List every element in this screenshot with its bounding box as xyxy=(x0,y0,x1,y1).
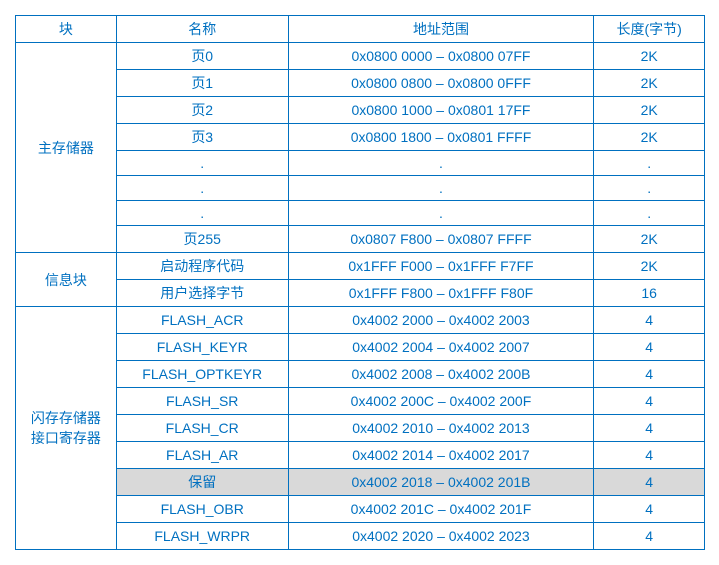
cell-name: 保留 xyxy=(116,469,288,496)
table-row: FLASH_OPTKEYR0x4002 2008 – 0x4002 200B4 xyxy=(16,361,705,388)
table-row: FLASH_CR0x4002 2010 – 0x4002 20134 xyxy=(16,415,705,442)
table-row: FLASH_KEYR0x4002 2004 – 0x4002 20074 xyxy=(16,334,705,361)
cell-name: 页0 xyxy=(116,43,288,70)
table-row: FLASH_SR0x4002 200C – 0x4002 200F4 xyxy=(16,388,705,415)
table-row: FLASH_OBR0x4002 201C – 0x4002 201F4 xyxy=(16,496,705,523)
cell-addr: 0x4002 2014 – 0x4002 2017 xyxy=(288,442,594,469)
table-row: 用户选择字节0x1FFF F800 – 0x1FFF F80F16 xyxy=(16,280,705,307)
cell-name: 页1 xyxy=(116,70,288,97)
cell-addr: . xyxy=(288,151,594,176)
cell-len: 2K xyxy=(594,124,705,151)
cell-len: 4 xyxy=(594,415,705,442)
cell-len: . xyxy=(594,176,705,201)
table-row: ... xyxy=(16,151,705,176)
table-row: 保留0x4002 2018 – 0x4002 201B4 xyxy=(16,469,705,496)
cell-addr: 0x4002 2008 – 0x4002 200B xyxy=(288,361,594,388)
cell-name: FLASH_SR xyxy=(116,388,288,415)
table-row: FLASH_WRPR0x4002 2020 – 0x4002 20234 xyxy=(16,523,705,550)
table-row: 信息块启动程序代码0x1FFF F000 – 0x1FFF F7FF2K xyxy=(16,253,705,280)
cell-addr: 0x4002 2004 – 0x4002 2007 xyxy=(288,334,594,361)
table-row: 页10x0800 0800 – 0x0800 0FFF2K xyxy=(16,70,705,97)
cell-name: . xyxy=(116,151,288,176)
cell-addr: 0x0800 1000 – 0x0801 17FF xyxy=(288,97,594,124)
table-row: ... xyxy=(16,201,705,226)
cell-addr: 0x4002 201C – 0x4002 201F xyxy=(288,496,594,523)
table-row: 闪存存储器 接口寄存器FLASH_ACR0x4002 2000 – 0x4002… xyxy=(16,307,705,334)
cell-name: . xyxy=(116,176,288,201)
header-name: 名称 xyxy=(116,16,288,43)
cell-addr: 0x4002 2020 – 0x4002 2023 xyxy=(288,523,594,550)
cell-addr: 0x4002 2010 – 0x4002 2013 xyxy=(288,415,594,442)
cell-name: 用户选择字节 xyxy=(116,280,288,307)
cell-len: 4 xyxy=(594,469,705,496)
cell-addr: 0x4002 2018 – 0x4002 201B xyxy=(288,469,594,496)
cell-name: FLASH_WRPR xyxy=(116,523,288,550)
cell-len: 4 xyxy=(594,307,705,334)
cell-len: . xyxy=(594,201,705,226)
table-row: ... xyxy=(16,176,705,201)
cell-name: FLASH_OPTKEYR xyxy=(116,361,288,388)
header-row: 块 名称 地址范围 长度(字节) xyxy=(16,16,705,43)
cell-name: . xyxy=(116,201,288,226)
cell-len: 4 xyxy=(594,388,705,415)
block-main: 主存储器 xyxy=(16,43,117,253)
cell-len: . xyxy=(594,151,705,176)
cell-addr: 0x0807 F800 – 0x0807 FFFF xyxy=(288,226,594,253)
cell-len: 2K xyxy=(594,97,705,124)
header-block: 块 xyxy=(16,16,117,43)
cell-name: FLASH_CR xyxy=(116,415,288,442)
cell-name: FLASH_ACR xyxy=(116,307,288,334)
cell-len: 2K xyxy=(594,70,705,97)
cell-addr: 0x1FFF F800 – 0x1FFF F80F xyxy=(288,280,594,307)
cell-len: 4 xyxy=(594,442,705,469)
cell-len: 4 xyxy=(594,334,705,361)
cell-name: 页2 xyxy=(116,97,288,124)
cell-addr: . xyxy=(288,176,594,201)
block-info: 信息块 xyxy=(16,253,117,307)
cell-name: 页3 xyxy=(116,124,288,151)
header-len: 长度(字节) xyxy=(594,16,705,43)
table-row: 页30x0800 1800 – 0x0801 FFFF2K xyxy=(16,124,705,151)
cell-len: 2K xyxy=(594,253,705,280)
header-addr: 地址范围 xyxy=(288,16,594,43)
cell-len: 2K xyxy=(594,43,705,70)
cell-name: 启动程序代码 xyxy=(116,253,288,280)
cell-len: 16 xyxy=(594,280,705,307)
cell-addr: 0x4002 2000 – 0x4002 2003 xyxy=(288,307,594,334)
table-row: 主存储器页00x0800 0000 – 0x0800 07FF2K xyxy=(16,43,705,70)
table-row: 页2550x0807 F800 – 0x0807 FFFF2K xyxy=(16,226,705,253)
cell-name: FLASH_KEYR xyxy=(116,334,288,361)
table-row: 页20x0800 1000 – 0x0801 17FF2K xyxy=(16,97,705,124)
cell-addr: . xyxy=(288,201,594,226)
cell-name: FLASH_AR xyxy=(116,442,288,469)
block-flash: 闪存存储器 接口寄存器 xyxy=(16,307,117,550)
cell-name: 页255 xyxy=(116,226,288,253)
cell-name: FLASH_OBR xyxy=(116,496,288,523)
cell-len: 4 xyxy=(594,496,705,523)
cell-len: 4 xyxy=(594,523,705,550)
cell-addr: 0x4002 200C – 0x4002 200F xyxy=(288,388,594,415)
memory-map-table: 块 名称 地址范围 长度(字节) 主存储器页00x0800 0000 – 0x0… xyxy=(15,15,705,550)
cell-addr: 0x0800 0000 – 0x0800 07FF xyxy=(288,43,594,70)
cell-addr: 0x1FFF F000 – 0x1FFF F7FF xyxy=(288,253,594,280)
table-row: FLASH_AR0x4002 2014 – 0x4002 20174 xyxy=(16,442,705,469)
cell-len: 4 xyxy=(594,361,705,388)
cell-addr: 0x0800 0800 – 0x0800 0FFF xyxy=(288,70,594,97)
cell-addr: 0x0800 1800 – 0x0801 FFFF xyxy=(288,124,594,151)
cell-len: 2K xyxy=(594,226,705,253)
